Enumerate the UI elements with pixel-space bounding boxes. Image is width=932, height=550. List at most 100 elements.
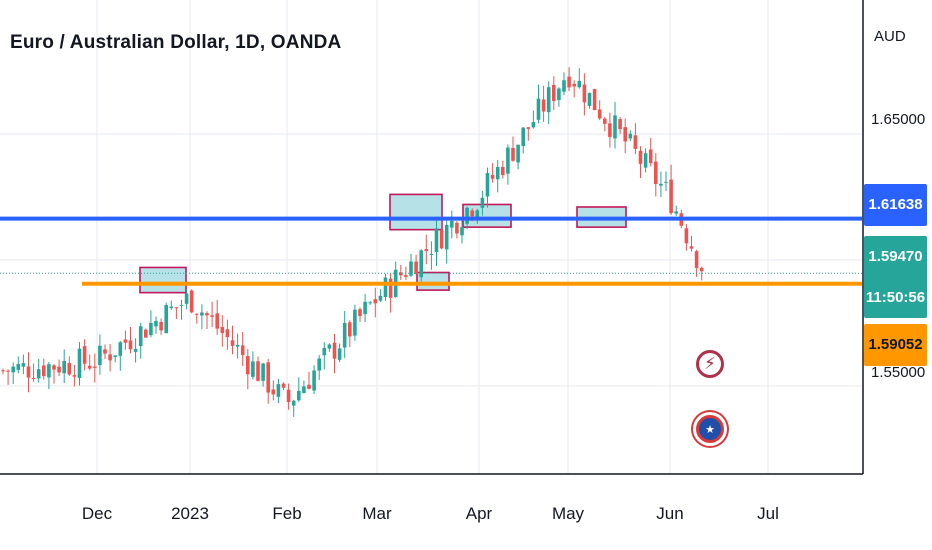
candle-body <box>546 87 551 113</box>
candle-body <box>230 340 235 346</box>
candle-body <box>511 147 515 161</box>
candle-body <box>623 127 627 142</box>
candle-body <box>266 362 270 393</box>
candle-body <box>133 348 138 352</box>
candle-body <box>628 133 633 139</box>
candle-body <box>424 249 429 252</box>
lightning-icon[interactable]: ⚡ <box>696 350 724 378</box>
candle-body <box>613 115 617 139</box>
candle-body <box>490 174 495 179</box>
candle-body <box>47 364 51 378</box>
level-tag-blue: 1.61638 <box>864 184 927 226</box>
candle-body <box>246 356 250 375</box>
x-tick-label: Dec <box>81 504 113 523</box>
candle-body <box>210 315 214 317</box>
candle-body <box>470 210 474 217</box>
candle-body <box>689 246 694 249</box>
candle-body <box>169 306 174 309</box>
candle-body <box>567 76 571 88</box>
candle-body <box>378 295 383 301</box>
candle-body <box>439 229 444 249</box>
y-tick-label: 1.55000 <box>871 364 926 381</box>
candle-body <box>82 346 87 364</box>
candle-body <box>434 228 439 253</box>
candle-body <box>276 384 281 397</box>
candle-body <box>694 251 699 268</box>
candle-body <box>108 354 112 361</box>
candle-body <box>429 253 434 255</box>
candle-body <box>215 313 219 329</box>
x-tick-label: Apr <box>465 504 493 523</box>
candle-body <box>42 365 46 377</box>
candle-body <box>536 98 541 120</box>
candle-body <box>225 329 230 338</box>
candle-body <box>62 360 66 374</box>
candle-body <box>582 84 587 103</box>
candle-body <box>317 358 321 371</box>
candle-body <box>21 363 26 367</box>
candle-body <box>495 166 500 180</box>
candle-body <box>36 369 41 379</box>
candle-body <box>603 118 607 124</box>
candle-body <box>664 181 668 183</box>
highlight-zone <box>462 203 512 228</box>
candle-body <box>383 277 388 298</box>
candle-body <box>144 329 148 338</box>
highlight-zone <box>389 193 443 231</box>
candle-body <box>368 302 372 304</box>
candle-body <box>251 361 255 377</box>
candle-body <box>189 290 194 313</box>
candle-body <box>460 227 464 236</box>
candle-body <box>358 309 362 316</box>
candle-body <box>52 365 56 370</box>
candle-body <box>516 144 520 163</box>
candle-body <box>444 224 449 250</box>
candle-body <box>654 161 658 185</box>
candle-body <box>312 370 316 391</box>
candle-body <box>643 153 648 168</box>
candle-body <box>256 361 260 381</box>
candle-body <box>322 347 327 356</box>
candle-body <box>77 348 82 378</box>
candle-body <box>521 127 525 147</box>
candle-body <box>220 327 225 333</box>
candle-body <box>200 312 204 316</box>
candle-body <box>414 261 418 275</box>
candle-body <box>506 147 510 174</box>
candle-body <box>128 340 133 350</box>
candle-body <box>123 339 128 343</box>
candle-body <box>373 299 378 304</box>
candle-body <box>31 377 36 379</box>
last-price-value: 1.59470 <box>868 248 923 265</box>
candle-body <box>118 342 123 356</box>
candle-body <box>572 83 576 87</box>
candle-body <box>164 305 168 334</box>
candle-body <box>587 92 592 107</box>
x-tick-label: 2023 <box>171 504 209 523</box>
candle-body <box>205 313 209 316</box>
candle-body <box>353 309 357 336</box>
candle-body <box>149 323 153 336</box>
flag-event-icon[interactable]: ★ <box>696 415 724 443</box>
candle-body <box>6 370 10 372</box>
currency-label: AUD <box>874 28 906 45</box>
candle-body <box>648 149 653 164</box>
candle-body <box>72 375 77 377</box>
candle-body <box>638 150 643 164</box>
candle-body <box>684 228 689 244</box>
candle-body <box>608 123 612 137</box>
candle-body <box>271 389 276 395</box>
candle-body <box>674 211 678 214</box>
candle-body <box>552 84 556 102</box>
candle-body <box>327 344 332 349</box>
candle-body <box>455 222 459 234</box>
candle-body <box>11 366 15 373</box>
candle-body <box>409 261 413 276</box>
candle-body <box>87 365 92 369</box>
candle-body <box>113 355 117 357</box>
candle-body <box>465 207 469 224</box>
candle-body <box>342 322 347 348</box>
candle-body <box>67 363 72 375</box>
